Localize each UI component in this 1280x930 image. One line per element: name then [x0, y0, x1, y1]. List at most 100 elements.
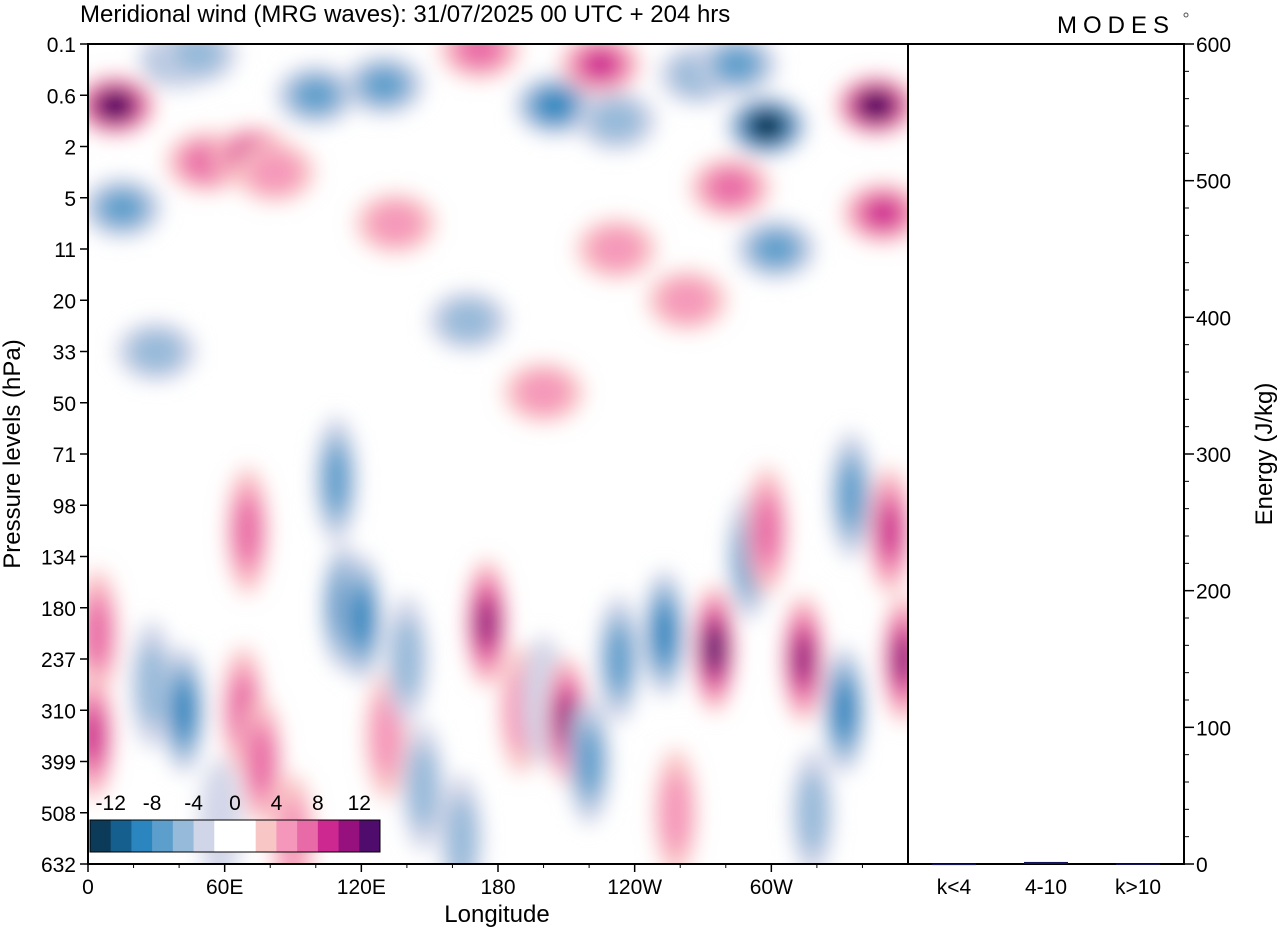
- wind-contour: [754, 499, 780, 563]
- energy-bars: k<4 4-10 k>10: [932, 861, 1161, 899]
- wind-contour: [172, 684, 195, 737]
- energy-tick-label: 500: [1196, 171, 1231, 194]
- colorbar-swatch: [131, 820, 153, 852]
- wind-cell: [745, 466, 788, 595]
- wind-cell: [514, 75, 595, 136]
- y-tick-label: 98: [53, 495, 76, 518]
- colorbar-swatch: [255, 820, 277, 852]
- wind-cell: [157, 44, 238, 85]
- y-tick-label: 508: [41, 803, 76, 826]
- wind-contour: [537, 91, 573, 120]
- wind-contour: [838, 463, 864, 527]
- wind-contour: [862, 94, 890, 117]
- colorbar-label: -8: [143, 792, 162, 815]
- colorbar-swatch: [193, 820, 215, 852]
- energy-bar: [932, 863, 976, 866]
- y-tick-label: 399: [41, 752, 76, 775]
- y-tick-label: 632: [41, 854, 76, 877]
- y-tick-label: 2: [64, 137, 76, 160]
- energy-category-label: k<4: [937, 876, 972, 899]
- x-tick-label: 0: [82, 876, 94, 899]
- energy-tick-label: 300: [1196, 444, 1231, 467]
- y-tick-label: 11: [54, 239, 76, 262]
- wind-cell: [576, 219, 657, 279]
- wind-contour: [797, 771, 828, 855]
- wind-cell: [226, 466, 269, 595]
- wind-contour: [458, 44, 501, 66]
- wind-cell: [428, 290, 509, 351]
- wind-contour: [350, 591, 373, 645]
- wind-contour: [660, 279, 714, 322]
- wind-cell: [130, 620, 173, 749]
- wind-cell: [162, 646, 205, 775]
- wind-contour: [129, 330, 184, 373]
- colorbar-label: 0: [229, 792, 241, 815]
- wind-contour: [136, 642, 168, 727]
- wind-cell: [465, 559, 508, 688]
- wind-cell: [344, 55, 425, 115]
- wind-contour: [363, 68, 406, 102]
- colorbar-label: 4: [271, 792, 283, 815]
- wind-cell: [88, 75, 156, 136]
- y-tick-label: 237: [41, 649, 76, 672]
- colorbar-swatch: [359, 820, 381, 852]
- wind-contour: [833, 684, 856, 737]
- wind-cell: [782, 595, 825, 723]
- wind-contour: [660, 771, 691, 855]
- wind-contour: [391, 617, 423, 701]
- wind-cell: [439, 44, 520, 80]
- wind-cell: [693, 584, 736, 713]
- wind-cell: [503, 362, 584, 423]
- wind-contour: [589, 100, 644, 142]
- wind-field: [88, 44, 908, 864]
- colorbar: -12 -8 -4 0 4 8 12: [89, 792, 381, 853]
- wind-cell: [116, 321, 197, 382]
- wind-cell: [823, 646, 866, 775]
- y-tick-label: 33: [53, 342, 76, 365]
- chart-title: Meridional wind (MRG waves): 31/07/2025 …: [80, 1, 730, 28]
- colorbar-swatch: [90, 820, 112, 852]
- colorbar-swatch: [235, 820, 257, 852]
- colorbar-swatch: [297, 820, 319, 852]
- wind-contour: [582, 50, 619, 79]
- wind-contour: [446, 796, 477, 864]
- wind-cell: [560, 44, 641, 95]
- wind-contour: [653, 607, 676, 660]
- energy-plot-frame: [907, 43, 1185, 865]
- modes-logo: MODES: [1057, 12, 1175, 39]
- x-tick-label: 60E: [206, 876, 243, 899]
- colorbar-swatch: [276, 820, 298, 852]
- wind-cell: [836, 75, 908, 136]
- wind-cell: [643, 569, 686, 698]
- wind-contour: [234, 499, 261, 563]
- wind-contour: [589, 228, 644, 270]
- wind-cell: [726, 96, 807, 156]
- wind-contour: [893, 636, 908, 682]
- colorbar-frame: [89, 819, 381, 853]
- wind-cell: [315, 415, 358, 544]
- colorbar-label: 12: [348, 792, 371, 815]
- colorbar-swatch: [317, 820, 340, 852]
- y-tick-label: 310: [41, 700, 76, 723]
- wind-contour: [101, 191, 144, 225]
- wind-cell: [568, 697, 611, 826]
- wind-contour: [576, 729, 602, 794]
- colorbar-swatch: [214, 820, 236, 852]
- wind-contour: [441, 299, 496, 342]
- y-tick-label: 0.1: [47, 34, 76, 57]
- wind-cell: [576, 90, 657, 151]
- colorbar-swatch: [172, 820, 195, 852]
- y-axis-label: Pressure levels (hPa): [0, 339, 26, 568]
- colorbar-label: 8: [312, 792, 324, 815]
- wind-contour: [371, 694, 402, 778]
- colorbar-swatch: [338, 820, 360, 852]
- wind-contour: [792, 636, 814, 682]
- wind-cell: [842, 183, 908, 244]
- x-tick-label: 120E: [337, 876, 386, 899]
- wind-contour: [248, 729, 274, 794]
- wind-contour: [476, 600, 497, 646]
- wind-contour: [709, 170, 752, 205]
- wind-cell: [654, 748, 697, 864]
- y-tick-label: 71: [53, 444, 76, 467]
